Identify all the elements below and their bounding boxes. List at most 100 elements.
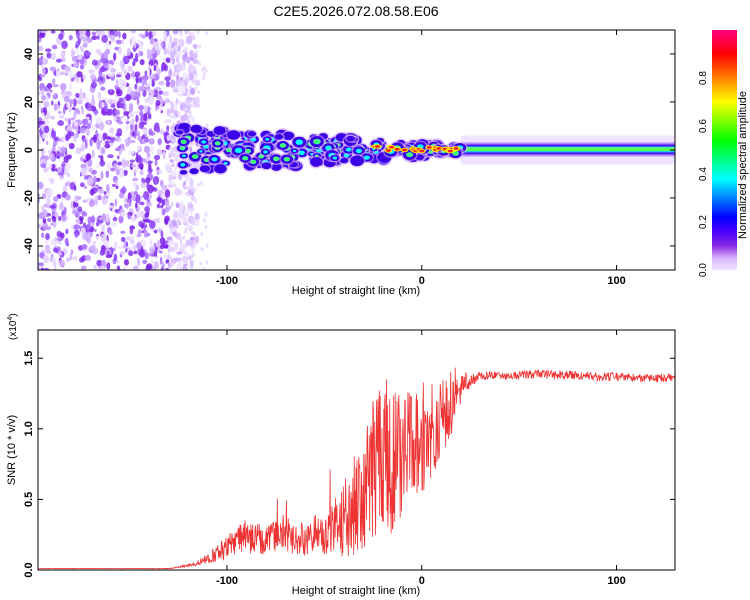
noise-speck bbox=[70, 78, 74, 82]
snr-y-tick-label: 0.5 bbox=[23, 492, 35, 507]
noise-speck bbox=[118, 102, 124, 109]
noise-speck bbox=[129, 123, 134, 131]
noise-speck bbox=[166, 236, 173, 241]
noise-speck bbox=[103, 198, 108, 205]
noise-speck bbox=[53, 236, 59, 245]
band-blob-core bbox=[199, 150, 203, 153]
noise-speck bbox=[151, 227, 155, 233]
band-blob-core bbox=[242, 156, 249, 161]
noise-speck bbox=[43, 167, 48, 174]
noise-speck bbox=[64, 65, 71, 73]
noise-speck bbox=[100, 233, 107, 242]
noise-speck bbox=[81, 118, 89, 126]
noise-speck bbox=[160, 230, 164, 238]
noise-speck bbox=[154, 250, 158, 257]
noise-speck bbox=[126, 47, 131, 56]
noise-speck bbox=[135, 152, 139, 158]
noise-speck bbox=[82, 137, 86, 143]
noise-speck bbox=[45, 140, 49, 146]
noise-speck bbox=[91, 215, 96, 224]
noise-speck bbox=[192, 69, 197, 75]
noise-speck bbox=[134, 167, 139, 174]
noise-speck bbox=[69, 81, 73, 91]
noise-speck bbox=[100, 171, 104, 180]
noise-speck bbox=[158, 80, 165, 86]
noise-speck bbox=[110, 222, 117, 228]
noise-speck bbox=[136, 97, 140, 106]
noise-speck bbox=[52, 94, 57, 99]
band-blob bbox=[248, 131, 257, 137]
noise-speck bbox=[38, 262, 45, 267]
noise-speck bbox=[38, 224, 42, 228]
noise-speck bbox=[121, 159, 127, 168]
spectrogram-ylabel: Frequency (Hz) bbox=[6, 112, 18, 188]
noise-speck bbox=[189, 87, 196, 96]
noise-speck bbox=[97, 91, 102, 101]
noise-speck bbox=[133, 41, 137, 49]
noise-speck bbox=[125, 235, 131, 241]
noise-speck bbox=[146, 54, 154, 60]
noise-speck bbox=[143, 104, 149, 113]
noise-speck bbox=[53, 103, 58, 111]
noise-speck bbox=[73, 112, 77, 120]
noise-speck bbox=[186, 30, 190, 34]
colorbar: 0.0 0.2 0.4 0.6 0.8 Normalized spectral ampl… bbox=[698, 30, 749, 277]
noise-speck bbox=[83, 97, 90, 102]
peak-mark bbox=[436, 147, 442, 150]
noise-speck bbox=[101, 67, 108, 72]
noise-speck bbox=[130, 118, 135, 125]
noise-speck bbox=[77, 206, 83, 213]
noise-speck bbox=[163, 199, 170, 206]
noise-speck bbox=[99, 79, 102, 86]
noise-speck bbox=[205, 123, 209, 128]
noise-speck bbox=[203, 66, 207, 71]
noise-speck bbox=[144, 251, 149, 260]
noise-speck bbox=[202, 76, 206, 81]
noise-speck bbox=[89, 198, 95, 205]
noise-speck bbox=[90, 244, 96, 251]
noise-speck bbox=[59, 115, 65, 119]
noise-speck bbox=[184, 177, 189, 183]
noise-speck bbox=[189, 183, 193, 188]
noise-speck bbox=[103, 191, 107, 195]
band-blob-core bbox=[292, 149, 297, 153]
noise-speck bbox=[96, 259, 103, 267]
noise-speck bbox=[117, 161, 122, 166]
noise-speck bbox=[174, 213, 178, 218]
noise-speck bbox=[168, 66, 172, 71]
noise-speck bbox=[199, 261, 203, 266]
noise-speck bbox=[139, 249, 146, 258]
noise-speck bbox=[130, 140, 136, 144]
noise-speck bbox=[114, 241, 118, 246]
noise-speck bbox=[92, 241, 97, 245]
noise-speck bbox=[109, 89, 113, 93]
noise-speck bbox=[128, 150, 135, 155]
noise-speck bbox=[166, 254, 172, 261]
noise-speck bbox=[67, 90, 71, 95]
noise-speck bbox=[145, 177, 151, 184]
noise-speck bbox=[154, 159, 158, 167]
snr-xlabel: Height of straight line (km) bbox=[292, 585, 420, 597]
noise-speck bbox=[112, 245, 118, 249]
noise-speck bbox=[114, 209, 119, 213]
noise-speck bbox=[98, 132, 103, 142]
noise-speck bbox=[105, 254, 113, 259]
noise-speck bbox=[139, 110, 144, 118]
noise-speck bbox=[187, 66, 191, 73]
noise-speck bbox=[60, 232, 65, 239]
noise-speck bbox=[136, 242, 142, 249]
noise-speck bbox=[80, 265, 87, 270]
noise-speck bbox=[166, 134, 172, 142]
band-blob bbox=[340, 157, 349, 164]
noise-speck bbox=[71, 210, 78, 215]
noise-speck bbox=[173, 101, 178, 110]
noise-speck bbox=[183, 184, 187, 189]
noise-speck bbox=[88, 69, 95, 74]
noise-speck bbox=[175, 78, 181, 87]
noise-speck bbox=[184, 221, 188, 226]
noise-speck bbox=[106, 98, 114, 105]
spectrogram-x-tick-label: 0 bbox=[419, 275, 425, 287]
noise-speck bbox=[153, 243, 157, 248]
noise-speck bbox=[38, 181, 44, 190]
noise-speck bbox=[122, 32, 127, 40]
